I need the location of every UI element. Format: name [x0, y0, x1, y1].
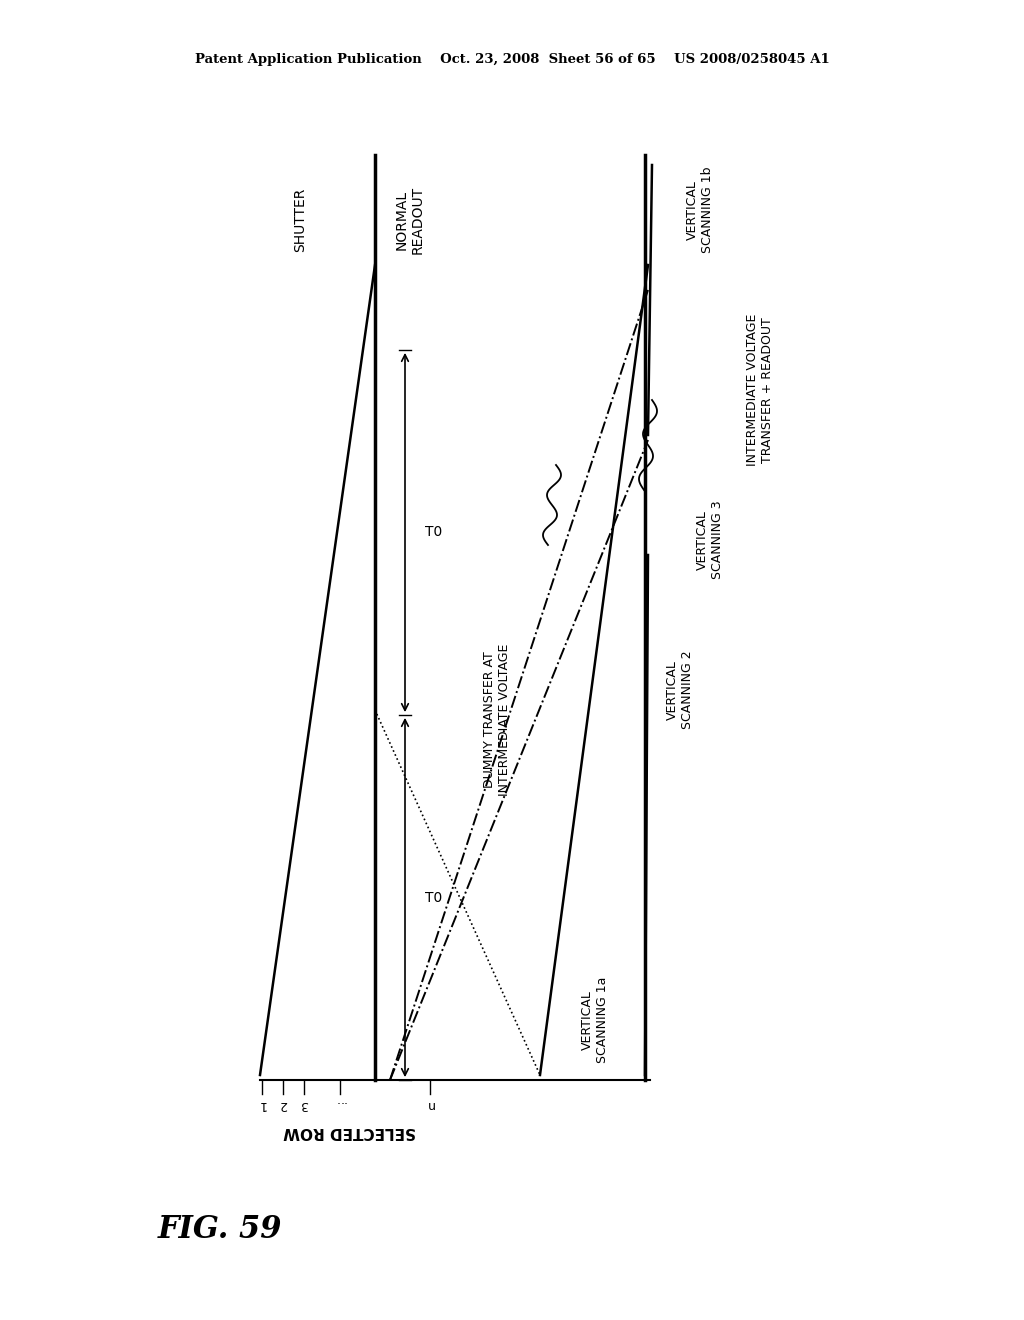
Text: VERTICAL
SCANNING 1a: VERTICAL SCANNING 1a [581, 977, 609, 1063]
Text: SELECTED ROW: SELECTED ROW [284, 1125, 417, 1139]
Text: VERTICAL
SCANNING 3: VERTICAL SCANNING 3 [696, 500, 724, 579]
Text: 3: 3 [300, 1098, 308, 1111]
Text: 2: 2 [280, 1098, 287, 1111]
Text: VERTICAL
SCANNING 1b: VERTICAL SCANNING 1b [686, 166, 714, 253]
Text: T0: T0 [425, 525, 442, 540]
Text: NORMAL
READOUT: NORMAL READOUT [395, 186, 425, 253]
Text: 1: 1 [258, 1098, 266, 1111]
Text: Patent Application Publication    Oct. 23, 2008  Sheet 56 of 65    US 2008/02580: Patent Application Publication Oct. 23, … [195, 54, 829, 66]
Text: n: n [426, 1098, 434, 1111]
Text: FIG. 59: FIG. 59 [158, 1214, 283, 1246]
Text: ...: ... [334, 1098, 346, 1111]
Text: INTERMEDIATE VOLTAGE
TRANSFER + READOUT: INTERMEDIATE VOLTAGE TRANSFER + READOUT [746, 314, 774, 466]
Text: SHUTTER: SHUTTER [293, 187, 307, 252]
Text: VERTICAL
SCANNING 2: VERTICAL SCANNING 2 [666, 651, 694, 730]
Text: T0: T0 [425, 891, 442, 904]
Text: DUMMY TRANSFER AT
INTERMEDIATE VOLTAGE: DUMMY TRANSFER AT INTERMEDIATE VOLTAGE [483, 644, 511, 796]
